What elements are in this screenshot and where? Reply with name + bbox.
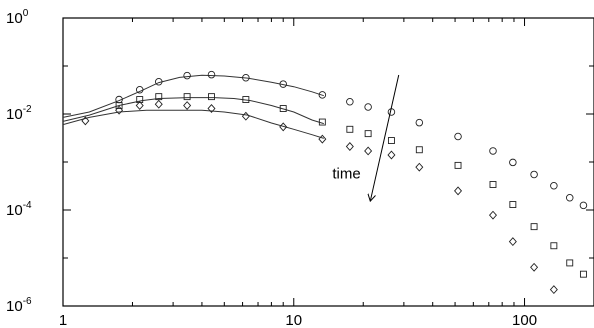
point-diamond <box>318 134 327 144</box>
y-tick-exponent: -6 <box>23 296 32 307</box>
point-square <box>509 201 517 208</box>
point-diamond <box>241 111 250 121</box>
point-square <box>550 242 558 250</box>
point-diamond <box>154 99 163 109</box>
annotations: time <box>332 74 400 200</box>
point-square <box>489 181 497 188</box>
point-square <box>155 93 163 101</box>
y-tick-label: 10-4 <box>6 200 32 219</box>
point-circle <box>454 132 462 141</box>
point-square <box>136 96 144 104</box>
point-square <box>387 137 395 144</box>
point-circle <box>415 118 424 127</box>
point-circle <box>550 182 558 190</box>
point-diamond <box>387 150 396 160</box>
point-circle <box>579 201 588 210</box>
point-circle <box>489 147 497 155</box>
point-circle <box>565 193 574 202</box>
point-diamond <box>488 210 497 220</box>
time-label: time <box>332 166 360 183</box>
point-diamond <box>508 237 517 247</box>
point-diamond <box>81 116 90 126</box>
point-circle <box>135 86 144 94</box>
point-circle <box>346 97 354 106</box>
point-diamond <box>279 122 288 132</box>
point-diamond <box>415 162 424 172</box>
point-diamond <box>207 104 216 114</box>
y-tick-label: 10-6 <box>6 296 32 315</box>
point-square <box>208 93 215 101</box>
y-tick-exponent: 0 <box>23 8 29 19</box>
point-square <box>242 96 250 104</box>
point-square <box>346 125 354 133</box>
point-diamond <box>183 101 192 111</box>
point-circle <box>155 77 163 86</box>
point-circle <box>318 91 327 99</box>
point-circle <box>207 70 216 79</box>
axis-ticks <box>62 17 594 307</box>
y-tick-label: 10-2 <box>6 104 32 123</box>
point-square <box>364 130 372 138</box>
point-diamond <box>454 186 463 196</box>
point-circle <box>530 170 538 179</box>
point-square <box>530 223 538 231</box>
x-tick-label: 100 <box>512 312 537 328</box>
fit-curve-circle <box>62 74 324 118</box>
point-square <box>415 146 423 154</box>
y-tick-base: 10 <box>6 10 23 27</box>
point-circle <box>509 158 517 167</box>
point-circle <box>364 103 372 111</box>
point-square <box>279 105 287 112</box>
y-tick-label: 100 <box>6 8 29 27</box>
y-tick-base: 10 <box>6 298 23 315</box>
y-tick-exponent: -2 <box>23 104 32 115</box>
point-square <box>183 93 191 101</box>
y-tick-base: 10 <box>6 202 23 219</box>
point-diamond <box>345 142 354 152</box>
point-square <box>579 270 587 278</box>
point-square <box>318 118 326 126</box>
plot-frame <box>62 17 594 307</box>
data-points <box>81 70 588 295</box>
point-circle <box>183 71 191 80</box>
y-tick-exponent: -4 <box>23 200 32 211</box>
point-square <box>454 161 462 169</box>
point-square <box>566 259 574 267</box>
point-diamond <box>115 105 124 115</box>
point-circle <box>242 73 250 82</box>
point-circle <box>387 108 396 116</box>
x-tick-label: 1 <box>59 312 67 328</box>
point-circle <box>279 80 287 88</box>
y-tick-base: 10 <box>6 106 23 123</box>
point-diamond <box>135 101 144 111</box>
time-arrow <box>370 74 400 200</box>
point-square <box>115 102 123 109</box>
fit-curve-square <box>62 97 324 125</box>
point-diamond <box>364 146 373 156</box>
point-diamond <box>549 285 558 295</box>
point-diamond <box>530 262 539 272</box>
x-tick-label: 10 <box>285 312 302 328</box>
